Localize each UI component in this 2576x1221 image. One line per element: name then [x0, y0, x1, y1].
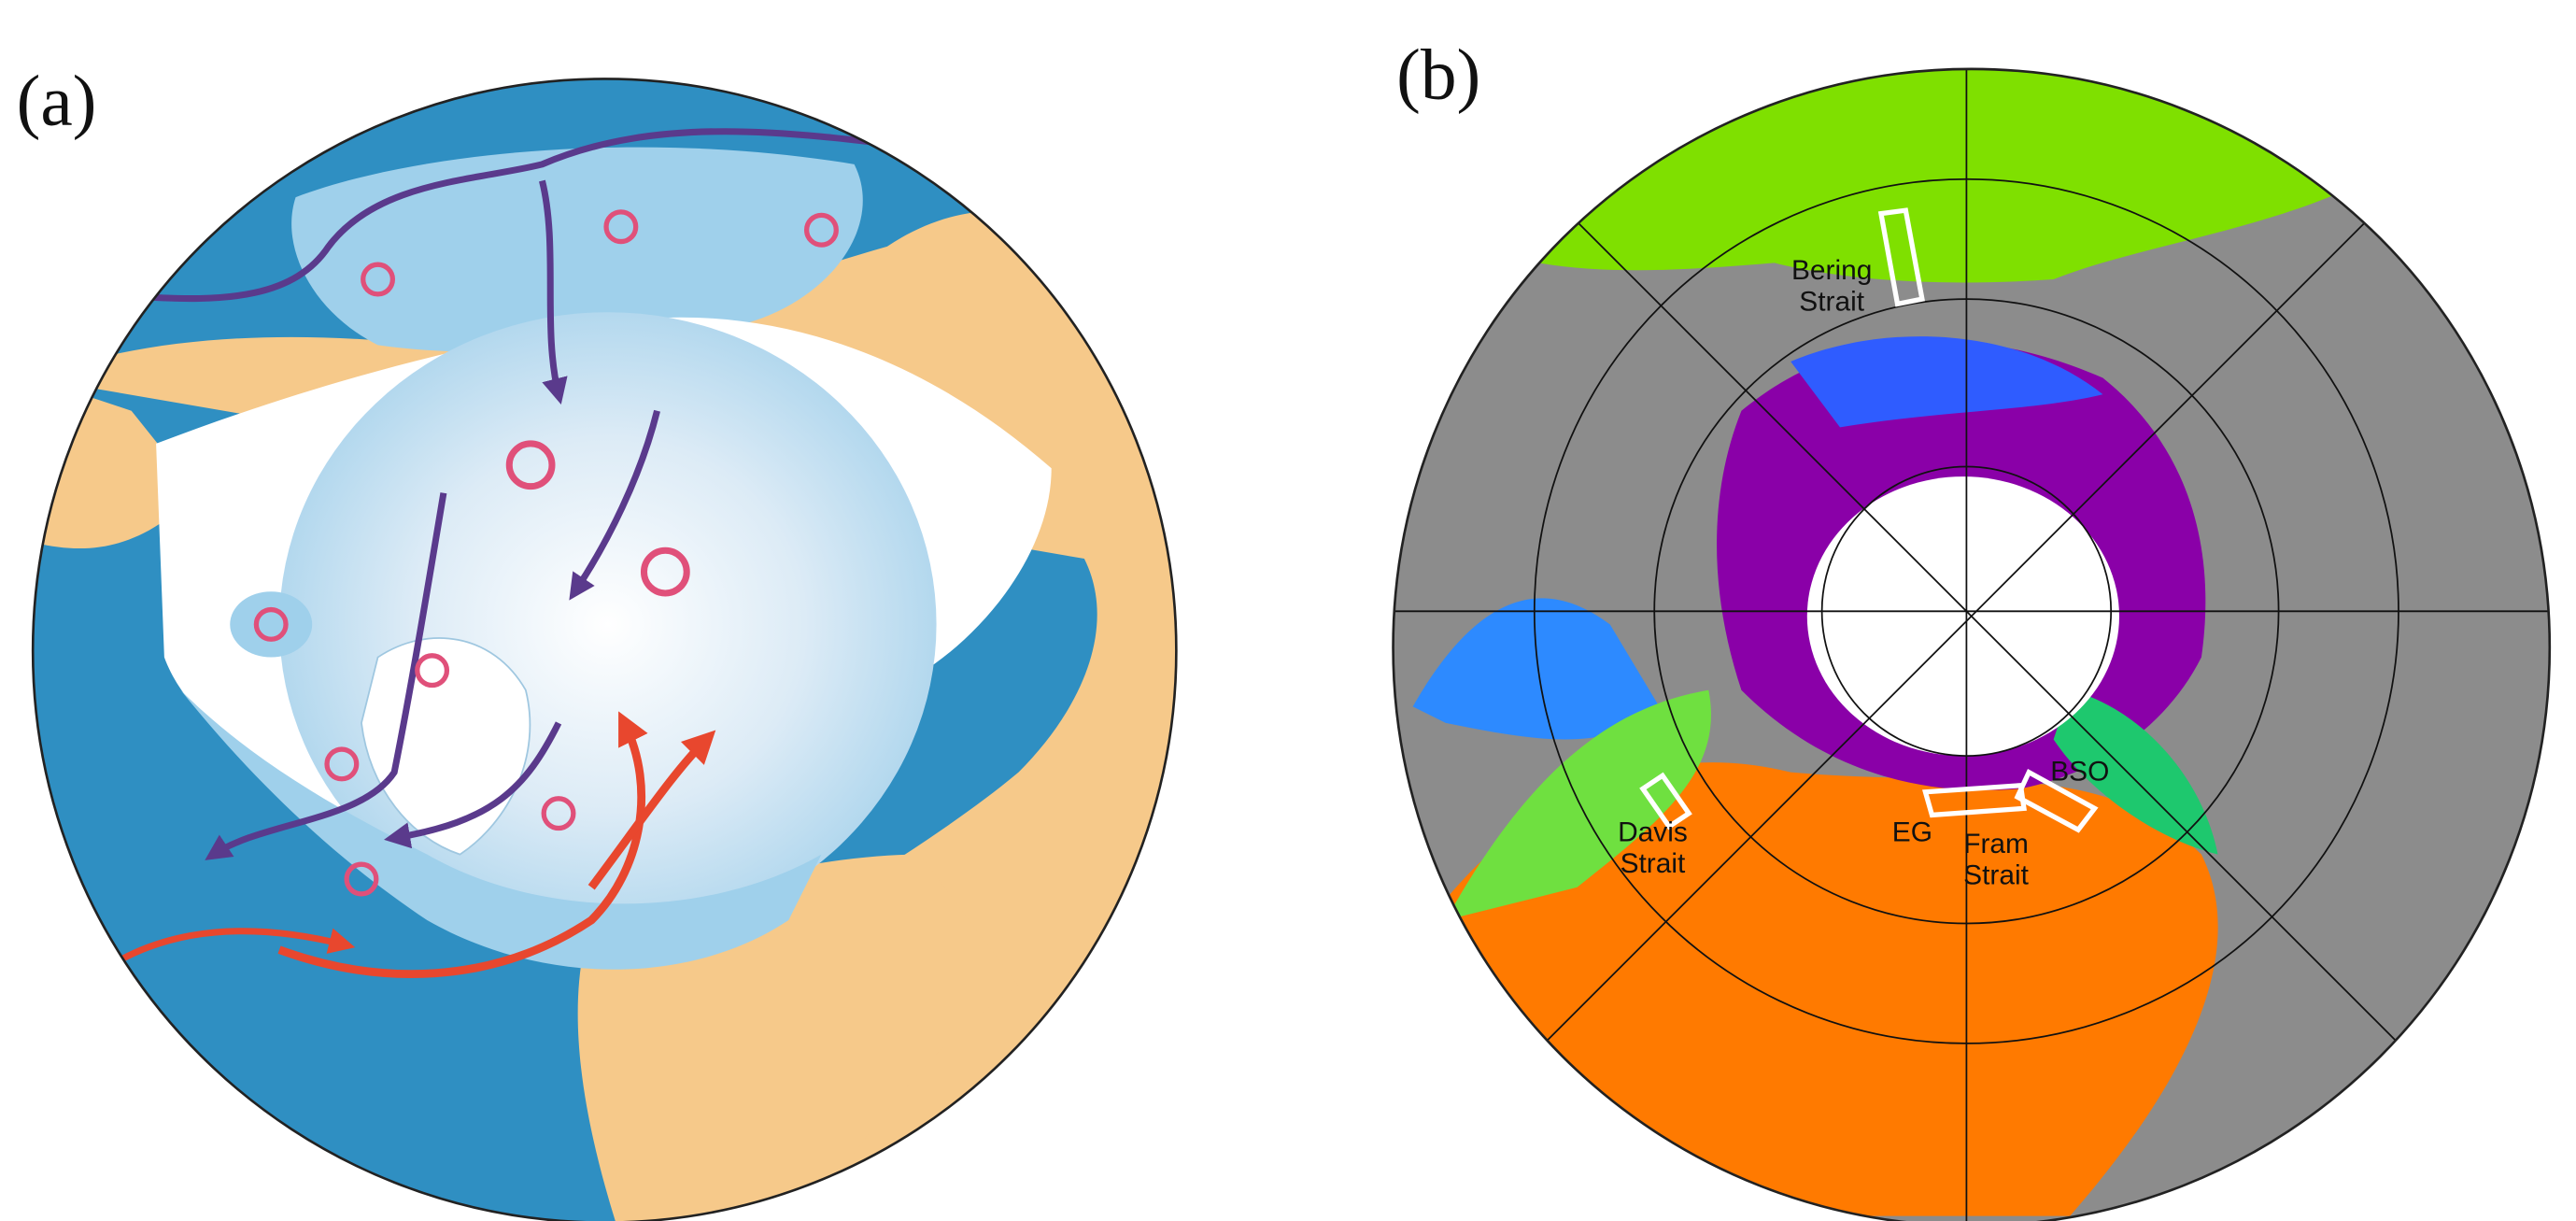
- shelf-sea: [291, 147, 863, 352]
- current-arrow: [569, 409, 660, 601]
- strait-box: [1877, 207, 1925, 307]
- gyre-symbol: [603, 209, 639, 245]
- gyre-symbol: [415, 653, 450, 689]
- strait-label: BSO: [2050, 756, 2109, 787]
- strait-label: Davis: [1618, 817, 1688, 848]
- sea-ice: [1806, 476, 2119, 757]
- strait-label: Bering: [1791, 255, 1872, 286]
- gyre-symbol: [541, 796, 576, 831]
- sea-field: [1412, 598, 1660, 740]
- gyre-symbol: [640, 547, 690, 597]
- graticule: [1393, 68, 2550, 1221]
- current-arrow: [114, 128, 921, 308]
- gyre-symbol: [324, 746, 360, 782]
- map-a: [33, 128, 1177, 1221]
- meridian: [1478, 122, 2465, 1110]
- gyre-symbol: [344, 861, 379, 897]
- panel-b: (b) Bering Strait Davis Strait EG Fram S…: [1392, 35, 2551, 1221]
- strait-label: Strait: [1963, 859, 2029, 890]
- panel-a: (a): [17, 61, 1178, 1221]
- gyre-symbol: [803, 212, 839, 248]
- strait-label: Fram: [1963, 829, 2029, 859]
- sea-field: [2053, 689, 2218, 855]
- strait-label: Strait: [1621, 848, 1686, 879]
- current-arrow: [277, 711, 648, 978]
- strait-boxes: [1639, 207, 2099, 833]
- sea-field: [1429, 762, 2218, 1216]
- current-arrow: [539, 179, 568, 405]
- strait-box: [1921, 782, 2027, 818]
- figure-content: (a) (b) Bering Strait Davis: [17, 35, 2551, 1221]
- panel-label: (b): [1396, 35, 1480, 115]
- strait-label: Strait: [1799, 286, 1864, 317]
- panel-label: (a): [17, 61, 97, 141]
- shelf-sea: [180, 689, 822, 970]
- strait-box: [1639, 772, 1692, 831]
- map-border: [32, 78, 1178, 1221]
- map-border: [1392, 67, 2551, 1221]
- current-arrow: [384, 721, 562, 849]
- strait-label: EG: [1892, 817, 1932, 848]
- strait-box: [2014, 769, 2099, 833]
- hudson-bay: [230, 591, 313, 658]
- gyre-symbol: [505, 440, 556, 490]
- annotations: Bering Strait Davis Strait EG Fram Strai…: [1618, 255, 2109, 890]
- gyre-symbol: [253, 606, 289, 642]
- sea-field: [1445, 689, 1711, 920]
- sea-field: [1790, 336, 2103, 428]
- current-arrow: [587, 730, 716, 890]
- current-arrow: [205, 492, 447, 860]
- gyre-symbol: [361, 262, 396, 297]
